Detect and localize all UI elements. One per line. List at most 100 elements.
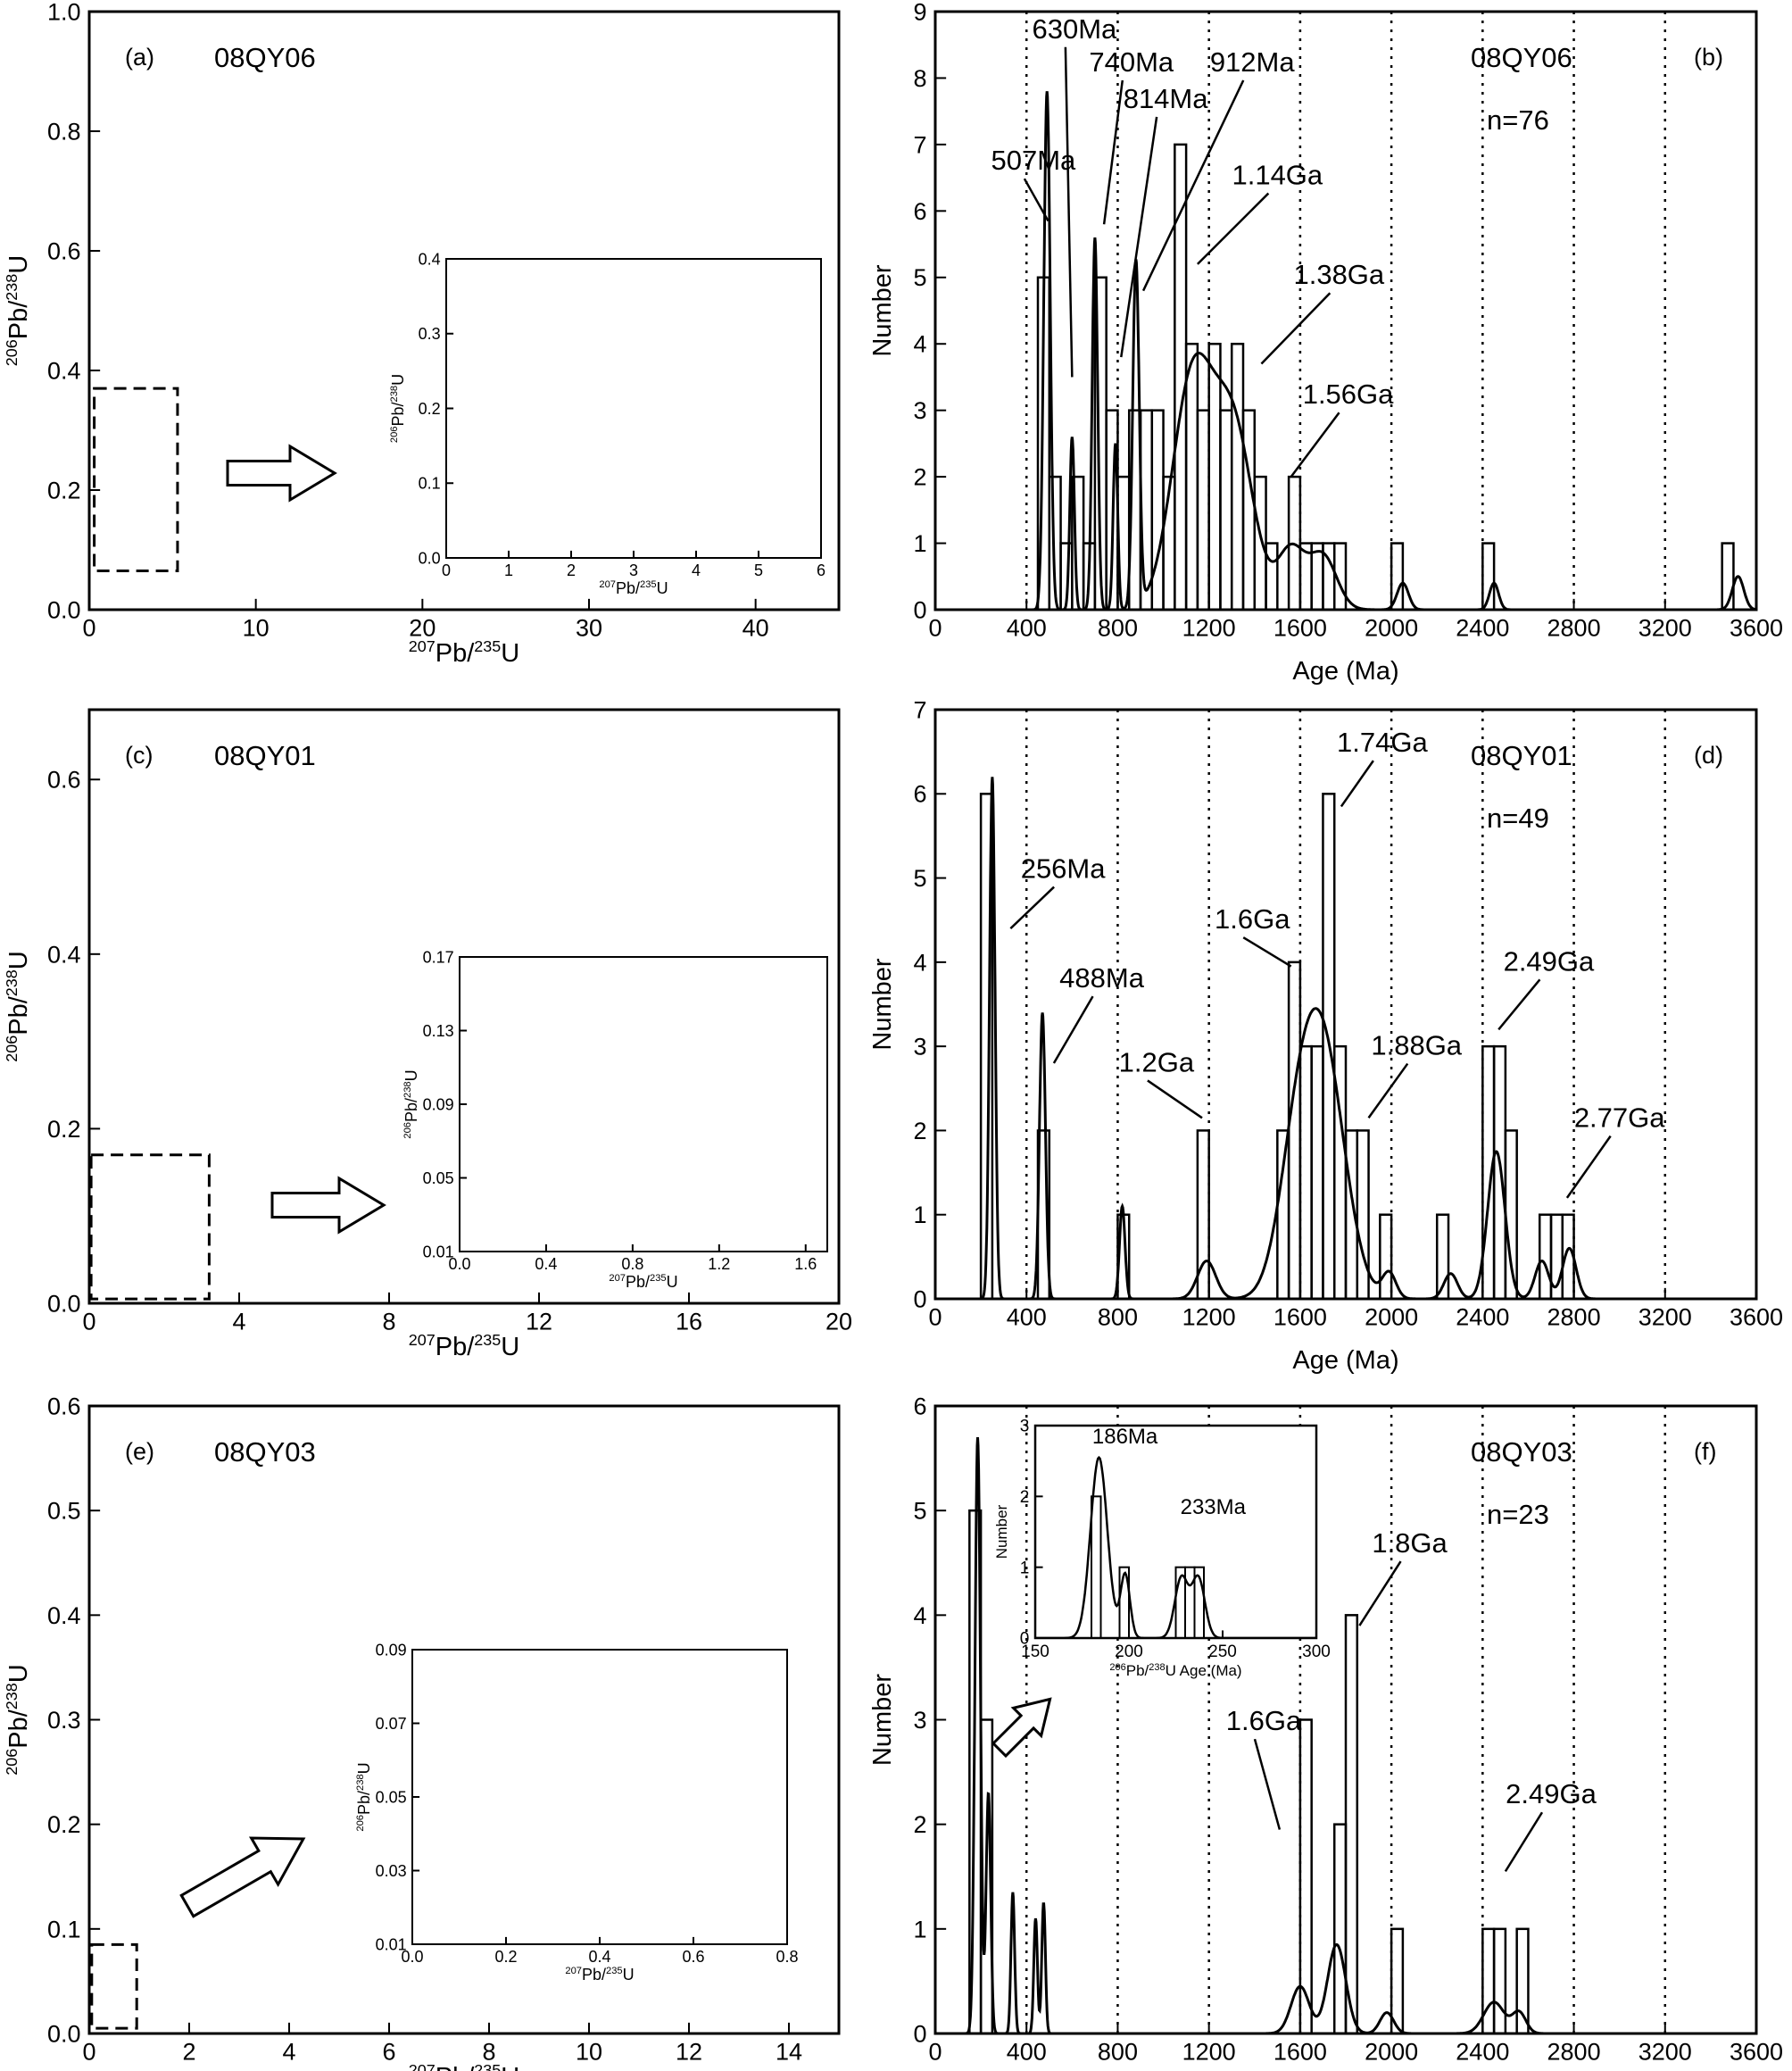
panel-d-xtick-label: 2800 bbox=[1547, 1304, 1601, 1331]
panel-a-ytick-label: 1.0 bbox=[47, 0, 81, 25]
panel-f-xtick-label: 2000 bbox=[1365, 2039, 1418, 2066]
panel-e-inset-xaxis-title: 207Pb/235U bbox=[565, 1966, 634, 1984]
panel-d-peak-label: 1.6Ga bbox=[1215, 903, 1290, 935]
panel-f-ytick-label: 2 bbox=[914, 1811, 927, 1838]
panel-a-age-marker bbox=[0, 0, 6, 6]
panel-e-ytick-label: 0.1 bbox=[47, 1916, 81, 1942]
panel-a-xaxis-title-part: 235 bbox=[474, 637, 501, 655]
panel-f-ytick-label: 3 bbox=[914, 1707, 927, 1734]
panel-d-xtick-label: 3200 bbox=[1639, 1304, 1692, 1331]
panel-c-data-ellipse bbox=[0, 0, 9, 4]
panel-e-inset-age-marker bbox=[0, 0, 4, 4]
panel-f-histogram-bar bbox=[1492, 1927, 1507, 2034]
panel-c-yaxis-title-part: 206 bbox=[3, 1036, 21, 1062]
panel-a-data-ellipse bbox=[0, 0, 9, 4]
panel-b-histogram-bar bbox=[1150, 409, 1165, 610]
panel-f-inset-xaxis-title-part: 206 bbox=[1109, 1662, 1125, 1673]
panel-e-xtick-label: 10 bbox=[576, 2039, 602, 2066]
panel-c-inset-xaxis-title-part: Pb/ bbox=[626, 1273, 650, 1291]
panel-a-age-marker bbox=[0, 0, 6, 6]
panel-e-inset-ytick-label: 0.03 bbox=[376, 1862, 407, 1880]
panel-d-histogram-bar bbox=[1276, 1129, 1290, 1299]
panel-c-data-ellipse bbox=[0, 0, 9, 4]
panel-c-data-ellipse bbox=[0, 0, 9, 4]
panel-d-peak-label: 1.88Ga bbox=[1371, 1030, 1462, 1061]
panel-f-yaxis-title: Number bbox=[868, 1674, 897, 1766]
panel-a-age-marker bbox=[0, 0, 6, 6]
panel-a-data-ellipse bbox=[0, 0, 9, 4]
panel-a-inset-data-ellipse bbox=[0, 0, 8, 4]
panel-a-inset-xaxis-title-part: Pb/ bbox=[616, 579, 640, 597]
panel-a-inset-age-marker bbox=[0, 0, 4, 4]
panel-a-zoom-arrow bbox=[226, 444, 337, 503]
panel-b-peak-label: 1.56Ga bbox=[1303, 378, 1394, 410]
panel-c-inset-data-ellipse bbox=[0, 0, 8, 4]
panel-a-age-marker bbox=[0, 0, 6, 6]
panel-e-inset-bg bbox=[412, 1650, 787, 1944]
panel-e-inset-yaxis-title-part: U bbox=[355, 1762, 373, 1774]
panel-b-histogram-bar bbox=[1253, 475, 1267, 610]
panel-e-age-marker bbox=[0, 0, 6, 6]
panel-b-histogram-bar bbox=[1265, 542, 1279, 610]
panel-c-age-marker bbox=[0, 0, 6, 6]
panel-a-xaxis-title-part: 207 bbox=[409, 637, 436, 655]
panel-c-inset-xaxis-title: 207Pb/235U bbox=[609, 1273, 677, 1291]
panel-f-histogram-bar bbox=[1344, 1614, 1359, 2034]
panel-c-xtick-label: 0 bbox=[82, 1309, 95, 1335]
panel-a-inset-age-marker bbox=[0, 0, 4, 4]
panel-c-xtick-label: 8 bbox=[382, 1309, 395, 1335]
panel-a-xaxis-title-part: Pb/ bbox=[436, 639, 475, 668]
panel-a-inset-xtick-label: 3 bbox=[629, 561, 638, 579]
panel-c-inset-age-marker bbox=[0, 0, 4, 4]
panel-d-peak-leader bbox=[1147, 1079, 1203, 1119]
panel-b-yaxis-title: Number bbox=[868, 264, 897, 356]
panel-e-yaxis-title-part: 206 bbox=[3, 1749, 21, 1776]
panel-c-inset-yaxis-title-part: 206 bbox=[402, 1122, 413, 1139]
panel-b-ytick-label: 1 bbox=[914, 530, 927, 557]
panel-a-inset-plot-area bbox=[0, 0, 446, 558]
panel-c-frame bbox=[87, 708, 841, 1305]
panel-e-age-marker bbox=[0, 0, 6, 6]
panel-e-inset-data-ellipse bbox=[0, 0, 8, 4]
panel-d-yaxis-title: Number bbox=[868, 958, 897, 1050]
panel-e-zoom-arrow bbox=[179, 1836, 306, 1918]
panel-e-yaxis-title-part: U bbox=[4, 1664, 33, 1683]
panel-e-inset-yaxis-title: 206Pb/238U bbox=[355, 1762, 373, 1831]
panel-b-peak-leader bbox=[1064, 46, 1074, 378]
panel-f-inset-ytick-label: 2 bbox=[1020, 1488, 1030, 1507]
panel-e-inset-xtick-label: 0.8 bbox=[776, 1948, 798, 1966]
panel-e-inset-xtick-label: 0.4 bbox=[588, 1948, 610, 1966]
panel-e-age-marker bbox=[0, 0, 6, 6]
panel-c-sample-label: 08QY01 bbox=[214, 740, 316, 771]
panel-c-data-ellipse bbox=[0, 0, 9, 4]
panel-a-yaxis-title-part: U bbox=[4, 255, 33, 274]
panel-e-age-marker bbox=[0, 0, 6, 6]
panel-d-ytick-label: 2 bbox=[914, 1118, 927, 1144]
panel-a-data-ellipse bbox=[0, 0, 9, 4]
panel-b-ytick-label: 2 bbox=[914, 464, 927, 491]
panel-c-inset-data-ellipse bbox=[0, 0, 8, 4]
panel-a-inset-data-ellipse bbox=[0, 0, 8, 4]
panel-a-age-marker bbox=[0, 0, 6, 6]
panel-f-inset-histogram-bar bbox=[1091, 1495, 1102, 1638]
panel-d-xtick-label: 1600 bbox=[1273, 1304, 1327, 1331]
panel-e-inset-ytick-label: 0.01 bbox=[376, 1935, 407, 1953]
panel-d-peak-leader bbox=[1367, 1062, 1409, 1119]
panel-e-data-ellipse bbox=[0, 0, 9, 4]
panel-f-xtick-label: 3600 bbox=[1730, 2039, 1783, 2066]
panel-e-data-ellipse bbox=[0, 0, 9, 4]
panel-e-xtick-label: 2 bbox=[182, 2039, 195, 2066]
panel-b-xtick-label: 0 bbox=[928, 615, 942, 642]
panel-e-xaxis-title-part: 235 bbox=[474, 2061, 501, 2071]
panel-a-yaxis-title-part: 206 bbox=[3, 339, 21, 366]
panel-a-inset-data-ellipse bbox=[0, 0, 8, 4]
panel-a-ytick-label: 0.8 bbox=[47, 118, 81, 145]
panel-a-inset-age-marker bbox=[0, 0, 4, 4]
panel-e-xtick-label: 8 bbox=[482, 2039, 495, 2066]
panel-c-xaxis-title: 207Pb/235U bbox=[409, 1331, 519, 1361]
panel-a-inset-ytick-label: 0.2 bbox=[419, 400, 441, 418]
panel-a-inset-yaxis-title-part: 238 bbox=[389, 386, 400, 403]
panel-e-inset-data-ellipse bbox=[0, 0, 8, 4]
panel-a-data-ellipse bbox=[0, 0, 9, 4]
